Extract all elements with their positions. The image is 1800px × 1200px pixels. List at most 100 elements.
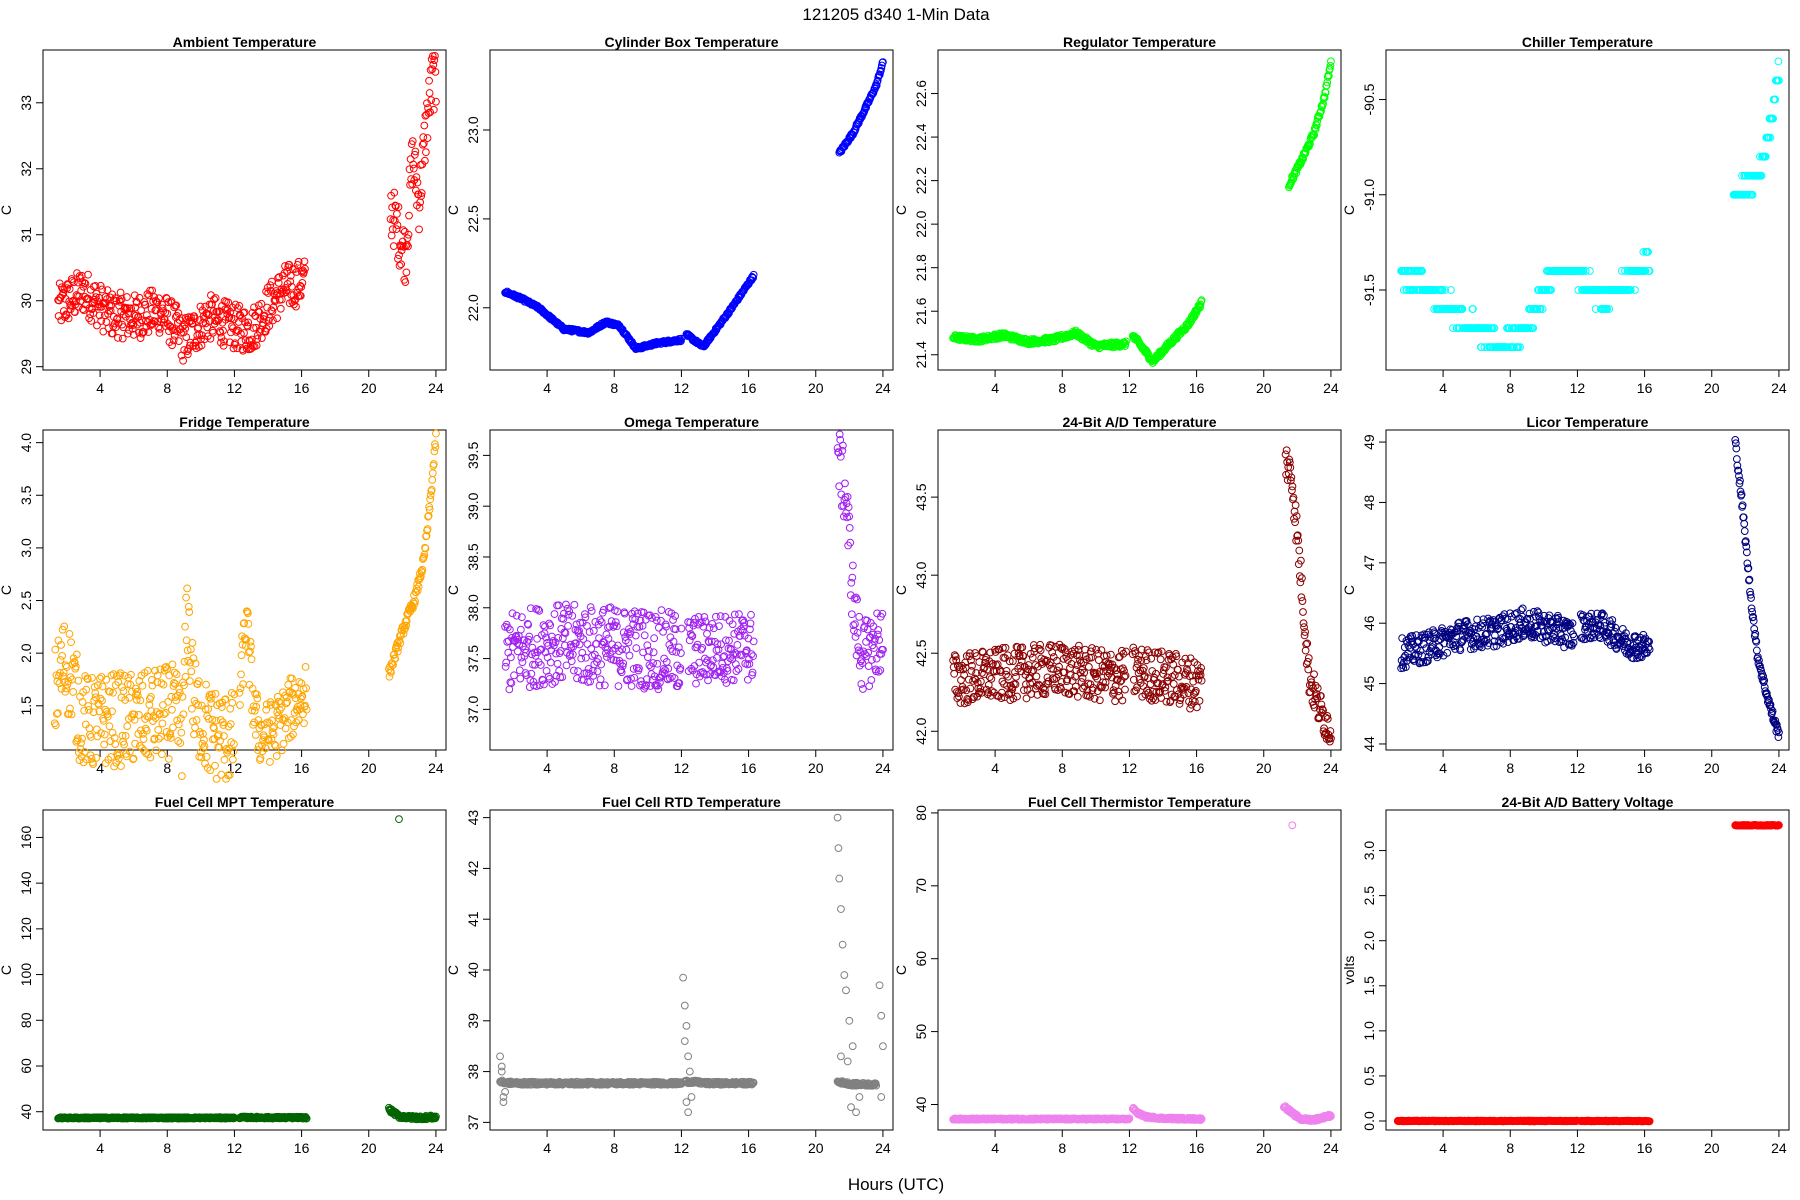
data-point [257, 299, 266, 308]
data-point [420, 121, 429, 130]
x-tick-label: 20 [1704, 380, 1720, 396]
data-point [395, 261, 404, 270]
y-tick-label: 38.5 [465, 543, 481, 570]
data-point [422, 148, 430, 157]
data-point [657, 606, 666, 615]
y-tick-label: 21.8 [913, 254, 929, 281]
data-points [1397, 57, 1783, 352]
data-point [417, 192, 426, 200]
y-tick-label: -91.0 [1361, 179, 1377, 211]
data-point [533, 634, 542, 643]
data-point [669, 616, 677, 624]
data-point [164, 697, 173, 706]
data-point [1084, 662, 1093, 671]
data-points [949, 57, 1335, 367]
x-tick-label: 12 [1122, 380, 1138, 396]
data-point [1518, 604, 1527, 613]
data-point [65, 630, 74, 638]
data-point [181, 672, 190, 681]
y-tick-label: 4.0 [18, 433, 34, 453]
data-point [301, 663, 310, 671]
data-point [122, 305, 131, 313]
x-tick-label: 24 [1323, 380, 1339, 396]
data-point [146, 692, 155, 701]
plot-frame [1385, 429, 1790, 751]
data-point [253, 331, 262, 340]
data-point [197, 335, 205, 344]
data-point [235, 301, 244, 310]
data-point [872, 81, 881, 90]
data-point [158, 750, 166, 759]
x-tick-label: 12 [1122, 760, 1138, 776]
data-point [66, 673, 75, 682]
data-point [301, 264, 309, 273]
data-point [177, 728, 186, 737]
data-point [155, 329, 164, 337]
data-point [257, 334, 266, 342]
y-tick-label: 47 [1361, 555, 1377, 571]
data-point [413, 178, 422, 187]
x-tick-label: 24 [1771, 760, 1787, 776]
data-point [290, 722, 298, 731]
data-point [273, 314, 282, 323]
x-tick-label: 20 [808, 760, 824, 776]
data-point [95, 311, 104, 320]
data-point [128, 324, 137, 333]
data-point [640, 631, 649, 640]
data-point [103, 286, 112, 295]
data-point [432, 429, 440, 438]
data-point [649, 648, 658, 657]
data-point [74, 302, 83, 311]
data-point [1585, 267, 1594, 275]
x-tick-label: 20 [361, 380, 377, 396]
data-point [423, 134, 432, 142]
data-point [432, 97, 440, 106]
data-point [654, 623, 663, 632]
data-point [116, 288, 125, 297]
data-point [1066, 664, 1074, 672]
data-point [297, 283, 306, 291]
y-tick-label: 160 [18, 826, 34, 850]
data-points [54, 51, 440, 365]
data-point [428, 469, 437, 478]
figure-title: 121205 d340 1-Min Data [802, 5, 990, 24]
x-tick-label: 16 [1637, 760, 1653, 776]
data-point [589, 626, 598, 635]
data-point [169, 336, 178, 345]
data-point [246, 341, 255, 349]
data-point [410, 150, 419, 159]
data-point [237, 651, 246, 660]
data-point [149, 297, 158, 306]
data-point [113, 314, 122, 323]
data-point [172, 301, 181, 310]
data-point [414, 582, 423, 591]
data-point [240, 329, 248, 337]
data-point [583, 640, 592, 648]
data-point [204, 311, 213, 320]
data-point [419, 139, 428, 148]
data-point [389, 242, 398, 251]
data-point [181, 324, 190, 333]
x-tick-label: 24 [428, 380, 444, 396]
data-point [261, 327, 270, 336]
data-point [574, 667, 582, 676]
data-point [429, 105, 438, 114]
data-point [132, 298, 141, 307]
data-point [596, 675, 605, 684]
data-point [159, 307, 168, 316]
data-point [657, 616, 665, 625]
data-point [613, 607, 622, 616]
data-point [513, 647, 522, 656]
data-point [1296, 578, 1305, 587]
data-point [260, 311, 269, 320]
data-point [74, 676, 83, 685]
data-point [403, 234, 412, 243]
data-point [585, 628, 594, 636]
x-tick-label: 16 [294, 380, 310, 396]
y-tick-label: 40 [18, 1104, 34, 1120]
data-point [1121, 685, 1129, 694]
